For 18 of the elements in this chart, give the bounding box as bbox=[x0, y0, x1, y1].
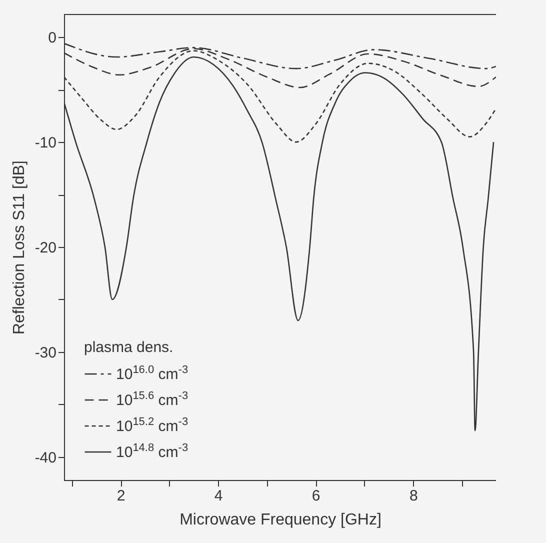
y-tick-label: -10 bbox=[34, 134, 56, 152]
x-tick-label: 2 bbox=[116, 488, 126, 504]
line-series bbox=[64, 56, 494, 432]
x-tick-label: 4 bbox=[214, 488, 223, 504]
y-tick-label: -40 bbox=[34, 449, 56, 466]
y-axis-title: Reflection Loss S11 [dB] bbox=[10, 160, 28, 335]
x-tick-label: 8 bbox=[409, 488, 418, 504]
y-tick-label: -30 bbox=[34, 344, 56, 362]
legend-label: 10$^{15.2}$ cm$^{-3}$ bbox=[116, 416, 188, 435]
line-series bbox=[64, 50, 496, 143]
legend-title: plasma dens. bbox=[84, 339, 174, 356]
legend-label: 10$^{15.6}$ cm$^{-3}$ bbox=[116, 390, 188, 409]
legend-label: 10$^{16.0}$ cm$^{-3}$ bbox=[116, 364, 188, 383]
y-tick-label: 0 bbox=[48, 30, 56, 47]
x-axis-title: Microwave Frequency [GHz] bbox=[180, 512, 382, 528]
x-tick-label: 6 bbox=[312, 488, 320, 504]
y-tick-label: -20 bbox=[34, 240, 56, 256]
legend-label: 10$^{14.8}$ cm$^{-3}$ bbox=[116, 442, 188, 461]
